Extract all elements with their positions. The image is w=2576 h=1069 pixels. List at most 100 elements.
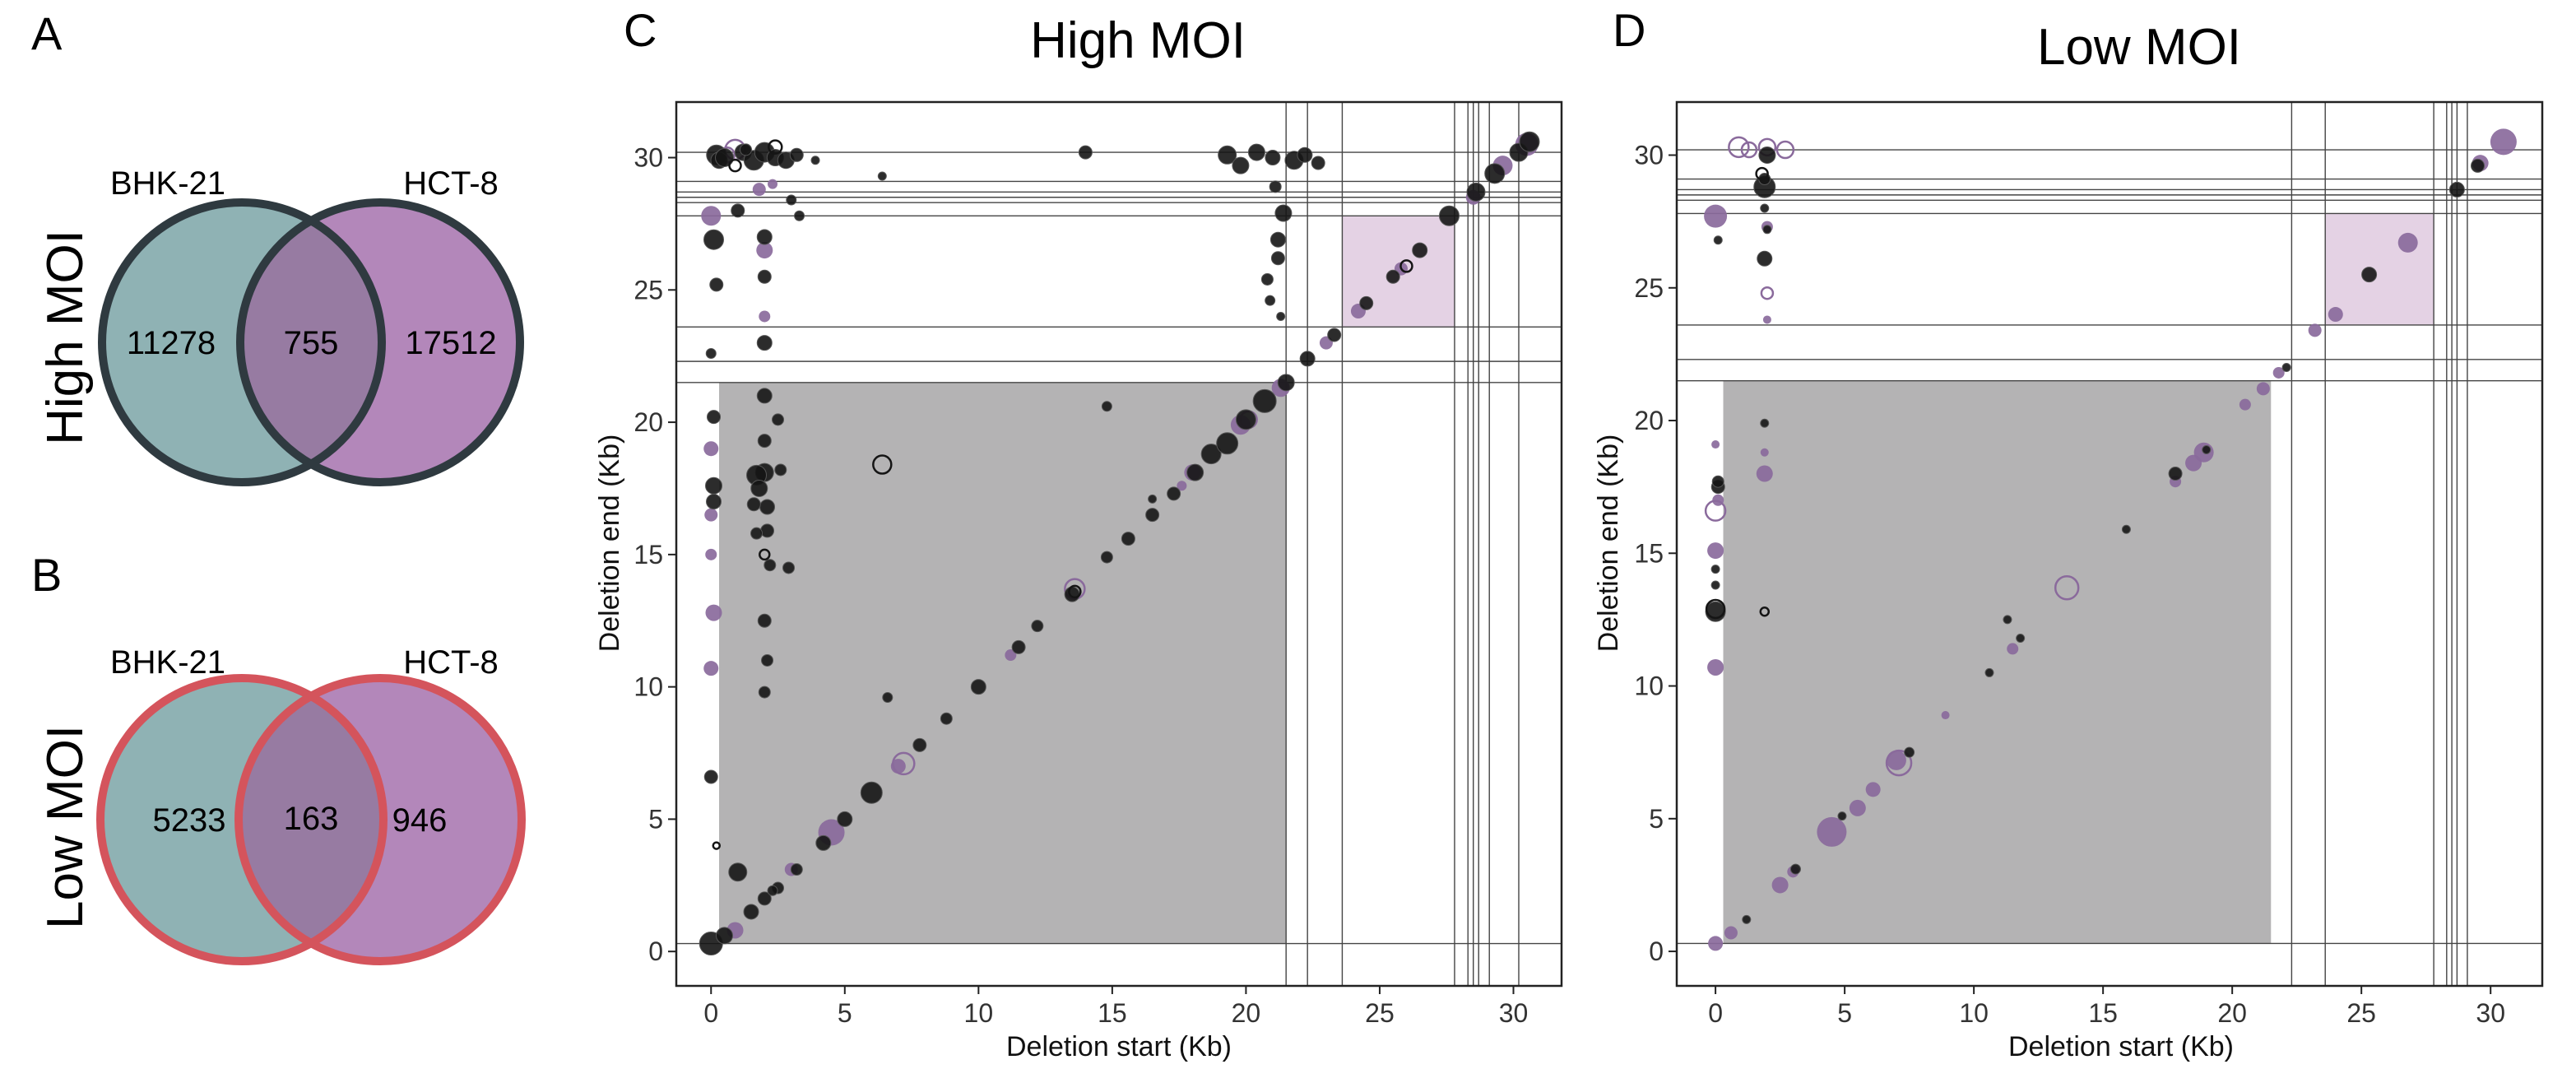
x-tick-label: 20 — [2217, 998, 2247, 1028]
chart-high-xlabel: Deletion start (Kb) — [1006, 1031, 1232, 1062]
data-point-hct8 — [1704, 500, 1727, 522]
data-point-hct8 — [1177, 481, 1187, 491]
x-tick-label: 15 — [1098, 998, 1127, 1028]
chart-low-xlabel: Deletion start (Kb) — [2008, 1031, 2234, 1062]
data-point-bhk21 — [716, 927, 734, 945]
venn-low-overlap — [239, 696, 383, 943]
data-point-bhk21 — [837, 811, 853, 827]
data-point-bhk21 — [728, 158, 742, 173]
data-point-bhk21 — [2281, 363, 2291, 373]
data-point-bhk21 — [1710, 580, 1720, 590]
data-point-bhk21 — [728, 862, 748, 882]
data-point-bhk21 — [1760, 203, 1770, 213]
data-point-bhk21 — [1265, 295, 1276, 306]
data-point-hct8 — [1760, 448, 1769, 457]
venn-high-left-outline — [98, 198, 386, 486]
data-point-hct8 — [752, 183, 766, 197]
data-point-bhk21 — [774, 463, 787, 476]
data-point-bhk21 — [860, 781, 883, 804]
y-tick-label: 0 — [648, 937, 663, 966]
data-point-bhk21 — [1274, 204, 1293, 222]
data-point-bhk21 — [760, 523, 775, 538]
x-tick-label: 25 — [2346, 998, 2376, 1028]
y-tick-label: 5 — [648, 804, 663, 834]
data-point-bhk21 — [759, 548, 771, 561]
data-point-bhk21 — [1031, 620, 1044, 633]
scatter-low-moi: Low MOI 0 5 10 15 20 25 30 0 5 10 15 20 25 30 Deletio… — [1593, 19, 2544, 1062]
pink-region — [2325, 213, 2434, 325]
data-point-hct8 — [1711, 440, 1720, 449]
data-point-bhk21 — [794, 210, 805, 221]
y-tick-label: 10 — [634, 672, 663, 702]
data-point-bhk21 — [912, 737, 927, 752]
data-point-bhk21 — [1760, 418, 1770, 428]
data-point-hct8 — [2054, 574, 2080, 601]
data-point-bhk21 — [1755, 166, 1769, 181]
data-point-bhk21 — [750, 479, 768, 497]
data-point-bhk21 — [1247, 143, 1265, 161]
data-point-hct8 — [1704, 204, 1728, 228]
venn-high-right-outline — [236, 198, 524, 486]
data-point-bhk21 — [1276, 311, 1286, 321]
data-point-bhk21 — [1904, 746, 1915, 758]
data-point-bhk21 — [761, 653, 774, 667]
data-point-bhk21 — [782, 561, 796, 574]
venn-high-left-count: 11278 — [127, 325, 216, 361]
data-point-bhk21 — [790, 863, 803, 876]
venn-high-right-label: HCT-8 — [403, 165, 499, 202]
data-point-hct8 — [2328, 307, 2343, 323]
x-tick-label: 5 — [1837, 998, 1852, 1028]
x-tick-label: 30 — [2476, 998, 2505, 1028]
data-point-bhk21 — [1299, 351, 1316, 367]
venn-high-row-label: High MOI — [37, 230, 94, 445]
data-point-bhk21 — [877, 171, 887, 181]
data-point-hct8 — [2308, 323, 2322, 337]
data-point-bhk21 — [1269, 231, 1286, 248]
data-point-bhk21 — [1710, 565, 1720, 574]
y-tick-label: 30 — [1634, 141, 1664, 170]
data-point-bhk21 — [707, 410, 722, 425]
data-point-hct8 — [1886, 750, 1906, 770]
data-point-bhk21 — [2016, 633, 2026, 643]
data-point-hct8 — [2397, 232, 2418, 253]
x-tick-label: 10 — [964, 998, 994, 1028]
data-point-bhk21 — [1297, 146, 1313, 163]
data-point-bhk21 — [1713, 235, 1723, 245]
data-point-bhk21 — [772, 413, 785, 426]
data-point-bhk21 — [1200, 444, 1222, 465]
venn-low-right-label: HCT-8 — [403, 644, 499, 681]
data-point-bhk21 — [2003, 615, 2012, 625]
data-point-bhk21 — [706, 494, 722, 510]
y-tick-label: 25 — [1634, 273, 1664, 303]
data-point-bhk21 — [756, 388, 773, 404]
data-point-bhk21 — [715, 148, 735, 168]
chart-low-ylabel: Deletion end (Kb) — [1593, 435, 1624, 653]
data-point-bhk21 — [1399, 259, 1413, 273]
data-point-bhk21 — [705, 347, 717, 359]
data-point-bhk21 — [1068, 584, 1082, 599]
data-point-bhk21 — [872, 454, 893, 475]
venn-low-left-outline — [96, 674, 388, 965]
data-point-bhk21 — [757, 269, 772, 284]
data-point-bhk21 — [2168, 467, 2183, 481]
data-point-bhk21 — [767, 885, 778, 896]
data-point-bhk21 — [703, 229, 725, 250]
data-point-bhk21 — [1759, 606, 1771, 617]
data-point-hct8 — [1775, 140, 1795, 160]
data-point-bhk21 — [1742, 914, 1752, 924]
data-point-bhk21 — [746, 497, 761, 512]
data-point-bhk21 — [1218, 145, 1237, 165]
data-point-bhk21 — [1762, 225, 1772, 235]
data-point-hct8 — [705, 548, 717, 560]
venn-low-left-label: BHK-21 — [110, 644, 225, 681]
venn-high-moi: High MOI BHK-21 HCT-8 11278 755 17512 — [37, 165, 524, 486]
chart-low-title: Low MOI — [2037, 19, 2241, 76]
panel-label-a: A — [31, 7, 63, 59]
data-point-bhk21 — [703, 769, 718, 784]
data-point-bhk21 — [2470, 158, 2485, 173]
data-point-hct8 — [1760, 286, 1775, 300]
data-point-bhk21 — [786, 194, 797, 206]
data-point-bhk21 — [756, 229, 773, 245]
data-point-bhk21 — [705, 476, 723, 495]
data-point-hct8 — [768, 179, 778, 189]
